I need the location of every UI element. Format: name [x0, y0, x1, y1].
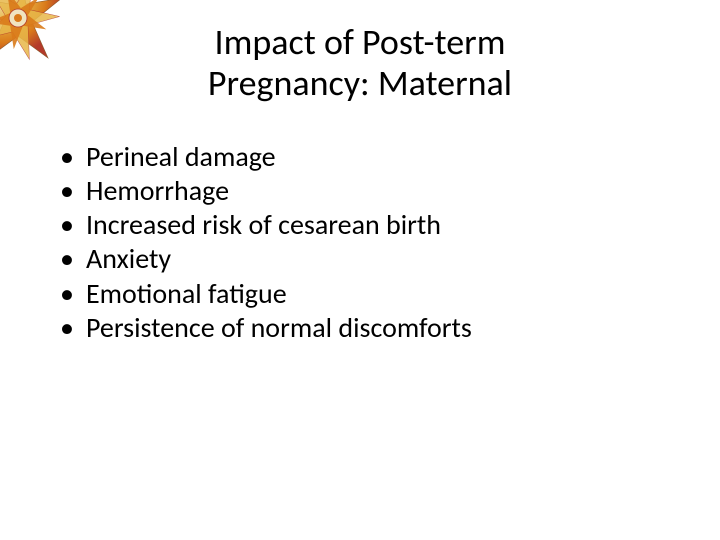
- list-item: Emotional fatigue: [56, 277, 472, 311]
- list-item: Persistence of normal discomforts: [56, 311, 472, 345]
- slide-title: Impact of Post-term Pregnancy: Maternal: [0, 22, 720, 105]
- list-item: Perineal damage: [56, 140, 472, 174]
- title-line-1: Impact of Post-term: [0, 22, 720, 63]
- list-item: Anxiety: [56, 242, 472, 276]
- title-line-2: Pregnancy: Maternal: [0, 63, 720, 104]
- list-item: Hemorrhage: [56, 174, 472, 208]
- list-item: Increased risk of cesarean birth: [56, 208, 472, 242]
- bullet-list: Perineal damage Hemorrhage Increased ris…: [56, 140, 472, 345]
